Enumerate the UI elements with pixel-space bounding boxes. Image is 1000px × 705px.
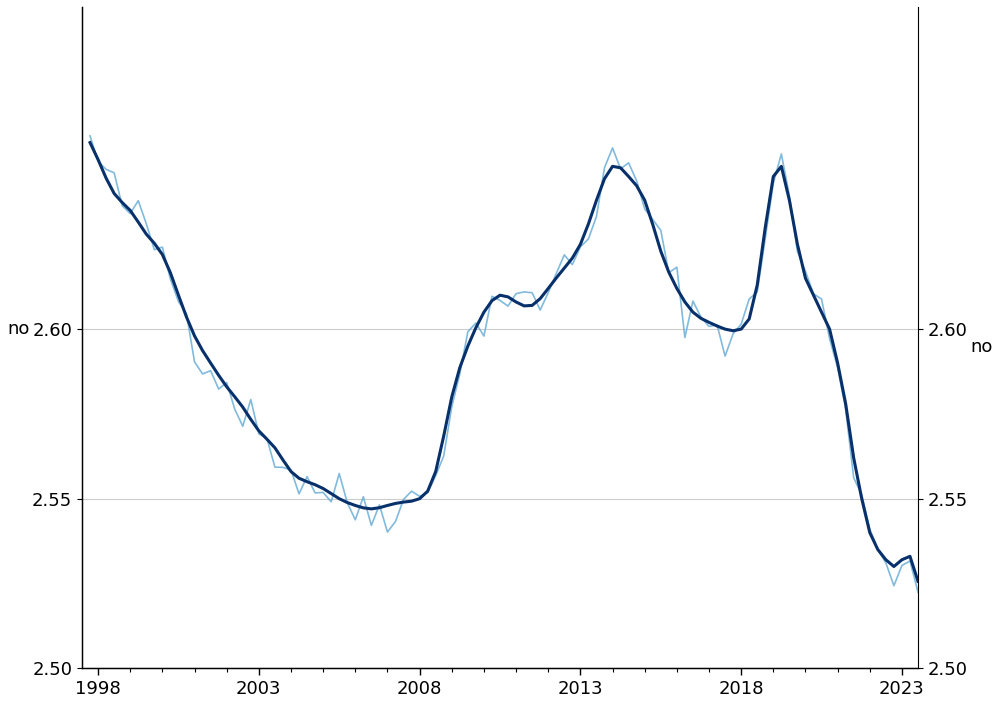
Y-axis label: no: no [971, 338, 993, 355]
Y-axis label: no: no [7, 319, 29, 338]
